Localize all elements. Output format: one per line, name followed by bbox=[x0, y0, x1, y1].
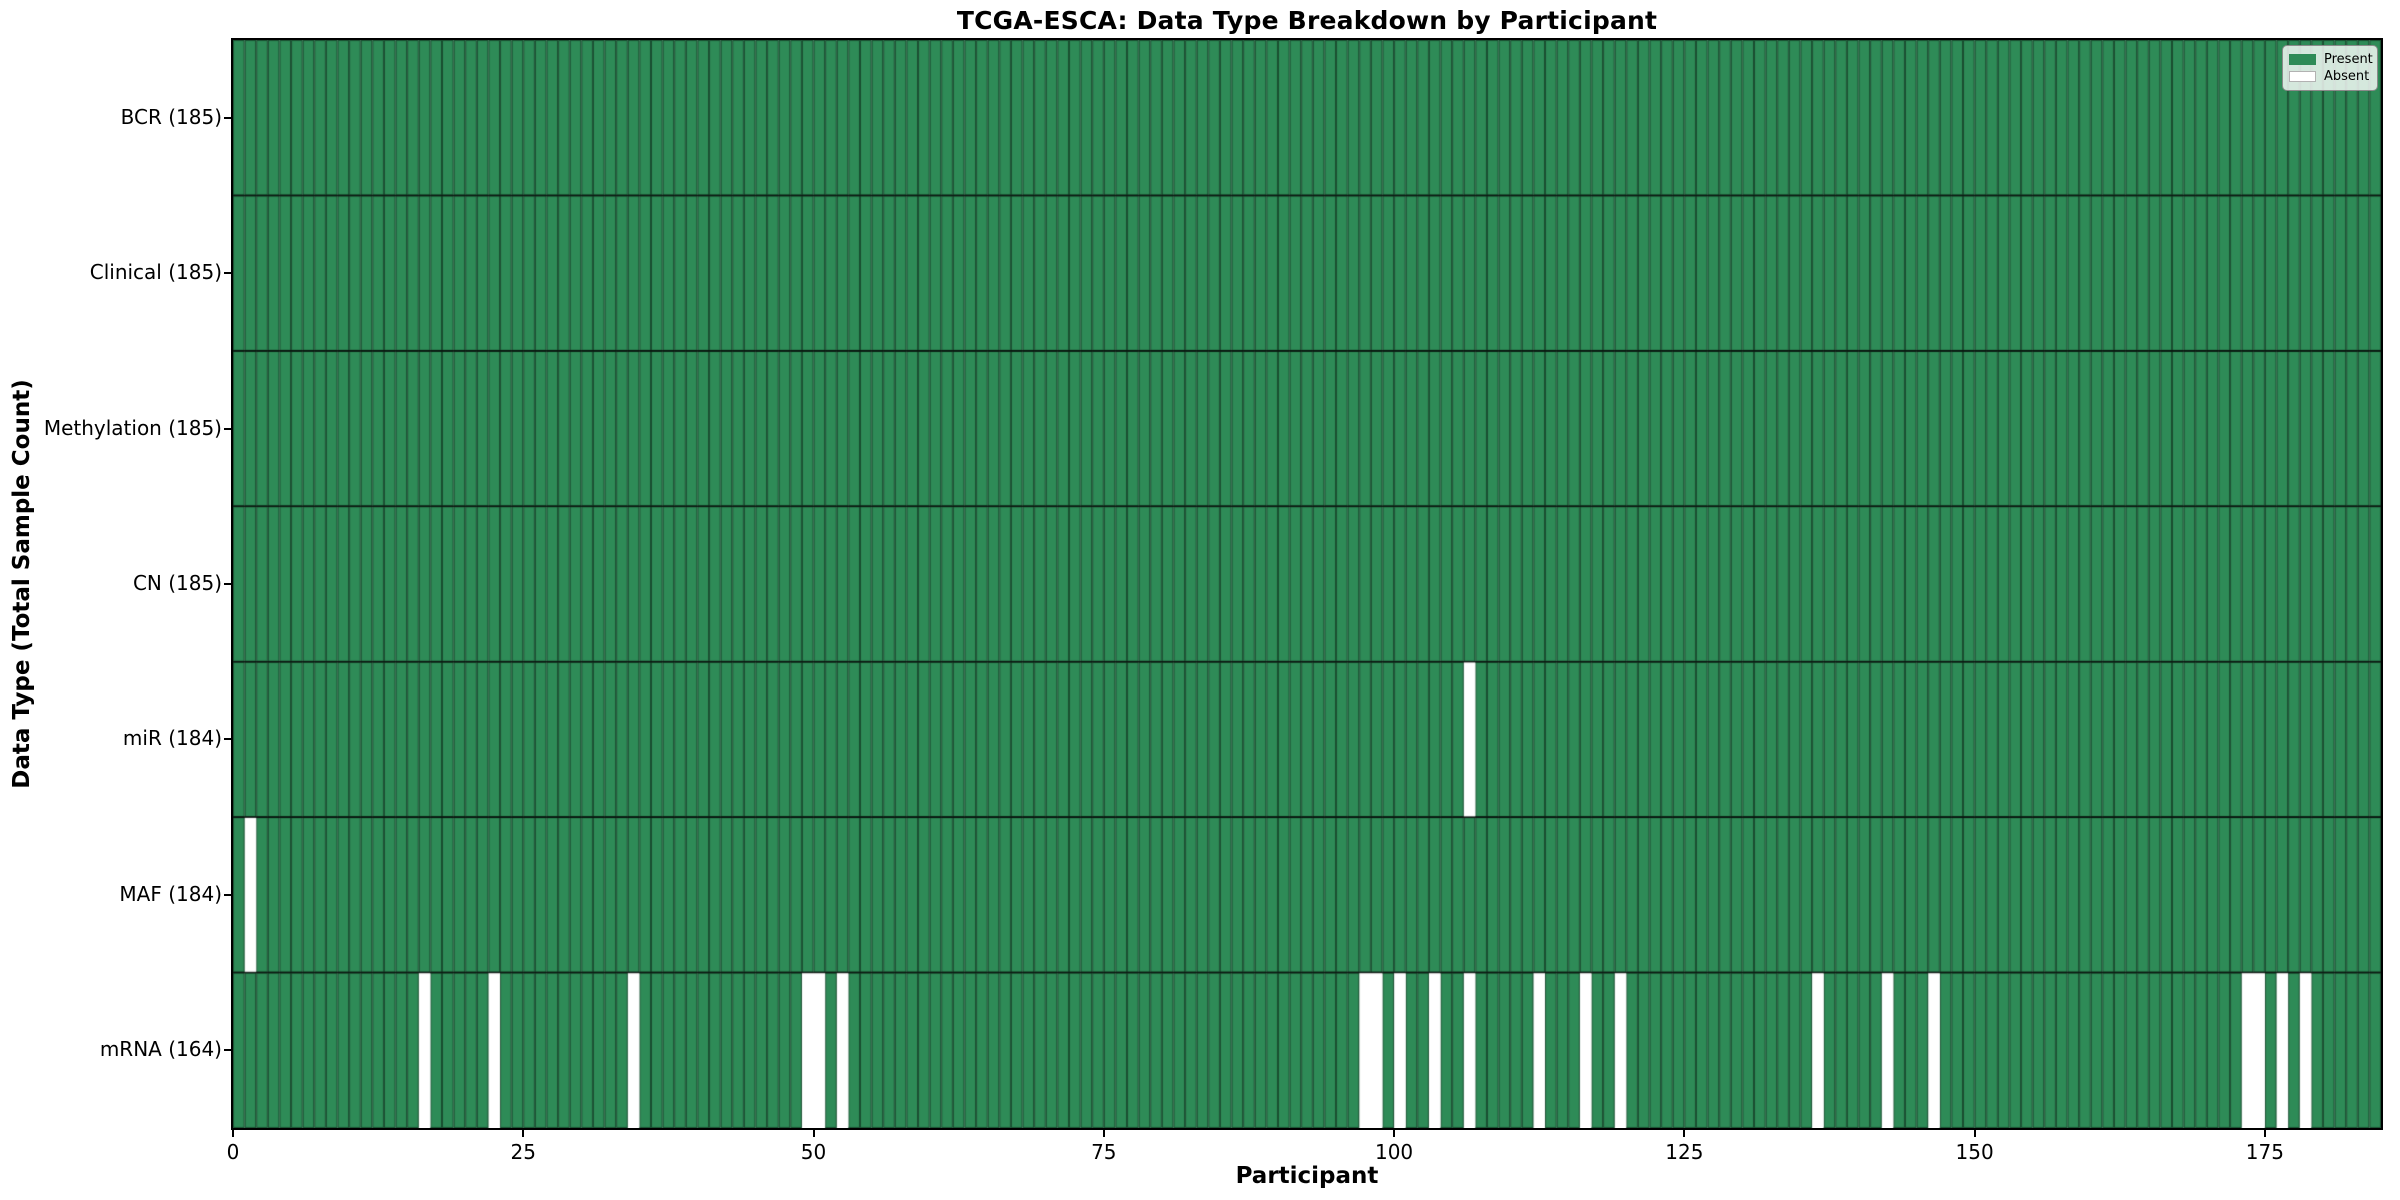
legend: Present Absent bbox=[2282, 45, 2378, 91]
y-tick-mark bbox=[224, 738, 231, 741]
x-tick-mark bbox=[1973, 1130, 1976, 1137]
x-tick-label: 75 bbox=[1091, 1140, 1117, 1164]
x-tick-mark bbox=[1102, 1130, 1105, 1137]
y-tick-mark bbox=[224, 116, 231, 119]
y-tick-label-MAF: MAF (184) bbox=[119, 881, 222, 906]
legend-entry-present: Present bbox=[2289, 51, 2373, 68]
x-axis-label: Participant bbox=[1235, 1163, 1379, 1189]
x-tick-mark bbox=[232, 1130, 234, 1137]
absent-swatch-icon bbox=[2289, 71, 2316, 82]
x-tick-label: 0 bbox=[226, 1140, 240, 1164]
y-tick-label-CN: CN (185) bbox=[132, 571, 222, 595]
x-tick-label: 25 bbox=[510, 1140, 536, 1164]
legend-label-absent: Absent bbox=[2324, 69, 2370, 84]
x-tick-label: 175 bbox=[2245, 1140, 2284, 1164]
chart-title: TCGA-ESCA: Data Type Breakdown by Partic… bbox=[956, 6, 1658, 35]
y-tick-mark bbox=[224, 272, 231, 275]
y-tick-label-miR: miR (184) bbox=[122, 726, 222, 751]
x-tick-label: 150 bbox=[1955, 1140, 1994, 1164]
x-tick-mark bbox=[522, 1130, 525, 1137]
y-tick-mark bbox=[224, 893, 231, 896]
plot-area: Present Absent bbox=[231, 38, 2383, 1130]
x-tick-label: 100 bbox=[1374, 1140, 1414, 1164]
legend-entry-absent: Absent bbox=[2289, 68, 2370, 85]
y-tick-label-mRNA: mRNA (164) bbox=[99, 1037, 222, 1062]
x-tick-mark bbox=[812, 1130, 815, 1137]
y-tick-label-Methylation: Methylation (185) bbox=[43, 415, 222, 440]
legend-label-present: Present bbox=[2324, 52, 2373, 67]
x-tick-mark bbox=[1393, 1130, 1396, 1137]
y-tick-mark bbox=[224, 427, 231, 430]
x-tick-label: 50 bbox=[800, 1140, 827, 1164]
y-tick-mark bbox=[224, 583, 231, 585]
x-tick-label: 125 bbox=[1665, 1140, 1704, 1164]
y-tick-label-Clinical: Clinical (185) bbox=[89, 260, 222, 285]
x-tick-mark bbox=[1683, 1130, 1686, 1137]
y-tick-mark bbox=[224, 1049, 231, 1052]
x-tick-mark bbox=[2263, 1130, 2266, 1137]
y-tick-label-BCR: BCR (185) bbox=[120, 104, 222, 129]
present-swatch-icon bbox=[2289, 54, 2316, 65]
heatmap-canvas bbox=[233, 40, 2381, 1128]
